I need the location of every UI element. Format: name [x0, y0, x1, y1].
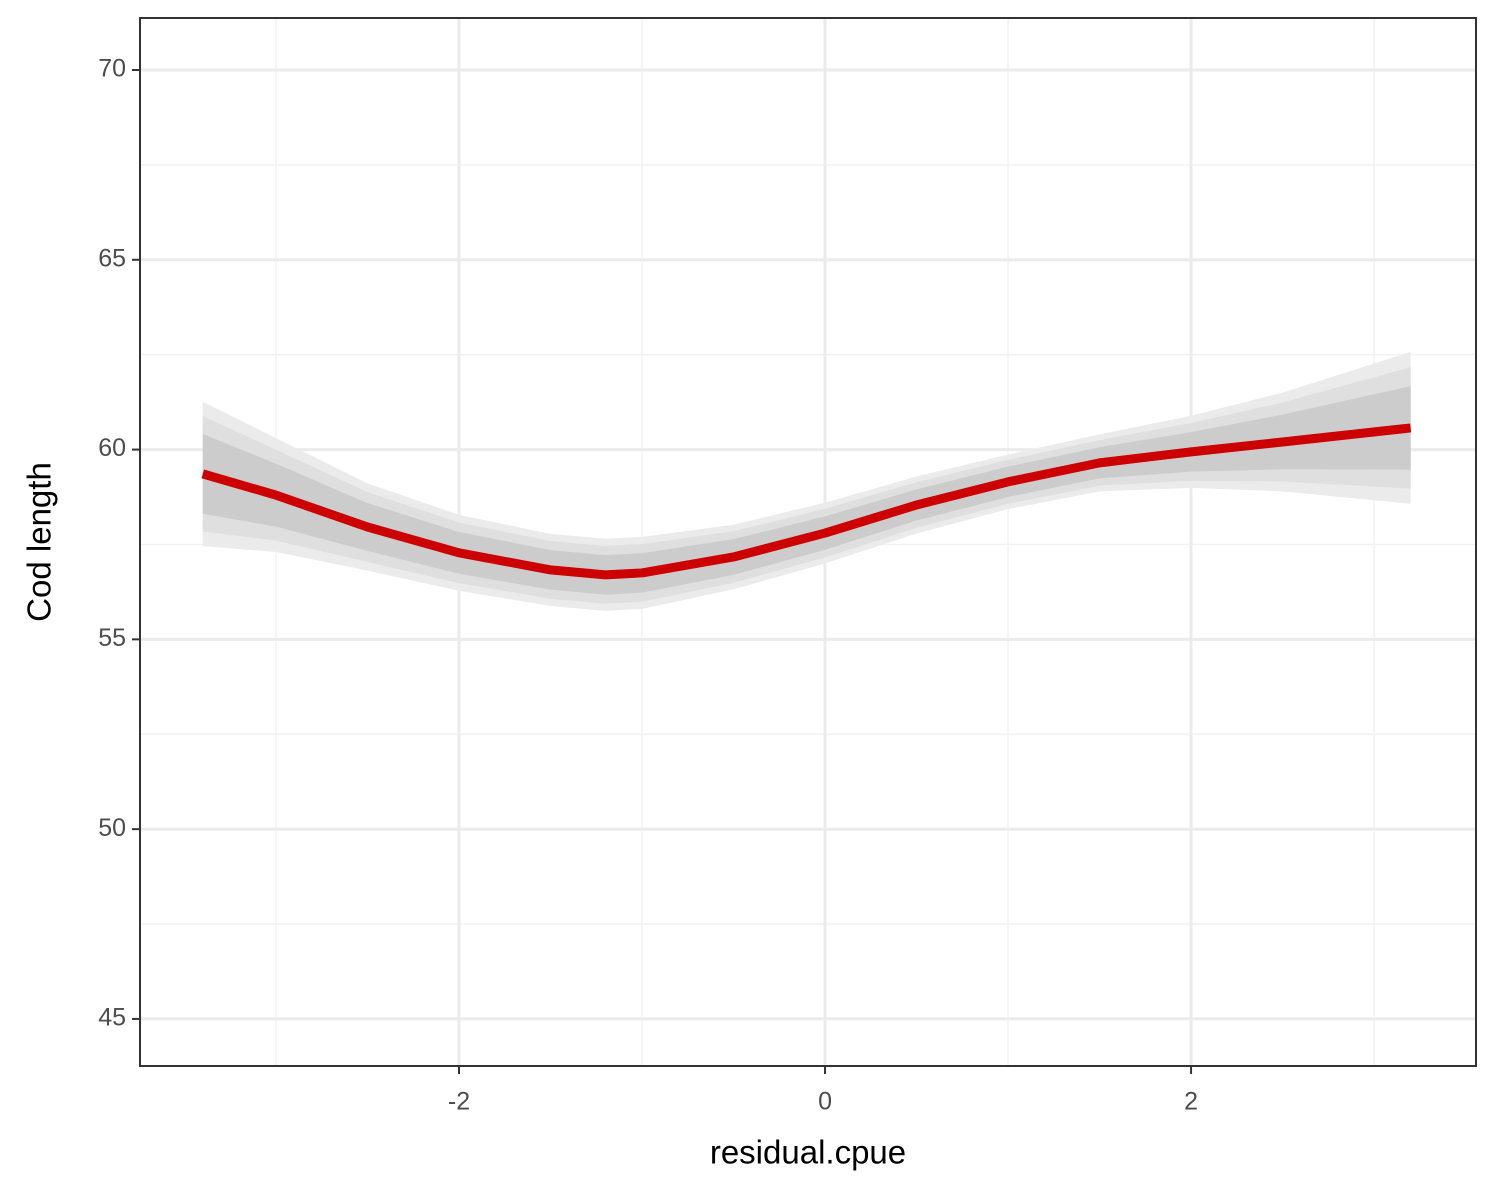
lines	[201, 423, 1412, 580]
bands	[202, 352, 1411, 611]
fit-line	[201, 423, 1412, 580]
confidence-band	[202, 386, 1411, 595]
x-tick-label: 0	[818, 1088, 832, 1116]
y-tick-label: 50	[98, 814, 126, 842]
y-tick-label: 55	[98, 624, 126, 652]
y-tick-label: 45	[98, 1004, 126, 1032]
panel-border	[139, 17, 1477, 1067]
x-tick-label: 2	[1184, 1088, 1198, 1116]
y-tick-label: 70	[98, 55, 126, 83]
axes: -2 0 2 45 50 55 60 65 70	[98, 55, 1198, 1116]
x-axis-title: residual.cpue	[710, 1134, 906, 1171]
y-tick-label: 60	[98, 434, 126, 462]
y-tick-label: 65	[98, 244, 126, 272]
y-axis-title: Cod length	[21, 462, 58, 622]
x-tick-label: -2	[448, 1088, 470, 1116]
